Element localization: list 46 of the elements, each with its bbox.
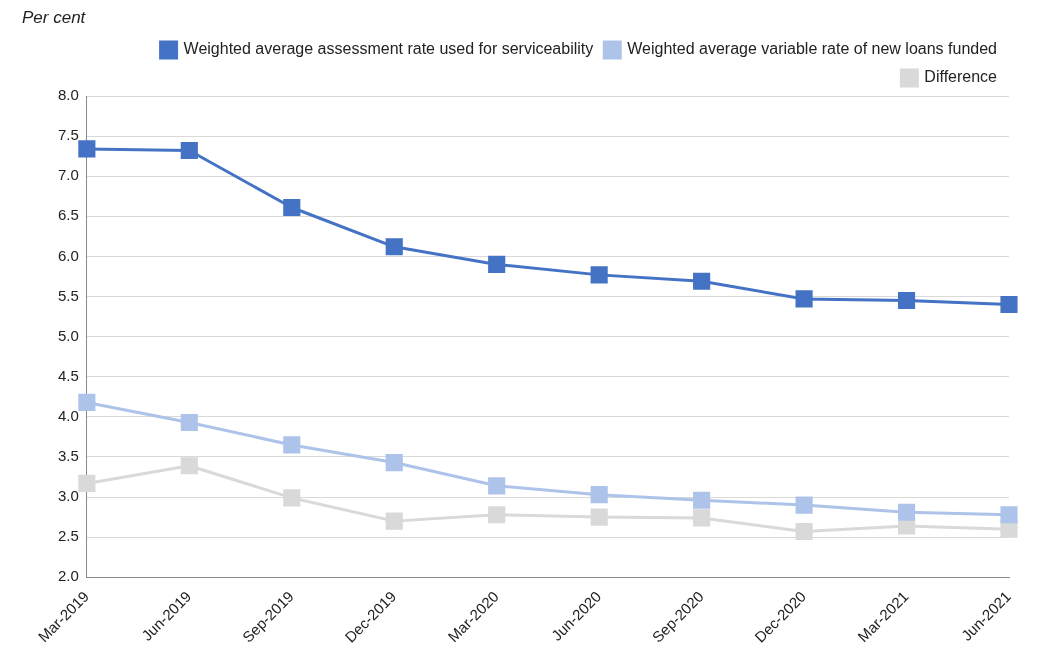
point <box>283 436 301 454</box>
point <box>1000 506 1018 524</box>
y-tick-label: 7.5 <box>57 126 79 144</box>
y-tick-label: 6.5 <box>57 206 79 224</box>
point <box>488 255 506 274</box>
point <box>1000 520 1018 538</box>
y-tick-label: 4.0 <box>57 406 79 424</box>
point <box>1000 295 1018 314</box>
point <box>283 489 301 507</box>
point <box>693 491 711 509</box>
y-tick-label: 3.0 <box>57 487 79 505</box>
point <box>78 140 96 158</box>
point <box>78 474 96 492</box>
point <box>590 486 608 504</box>
point <box>78 393 96 411</box>
y-tick-label: 7.0 <box>57 166 79 184</box>
point <box>488 506 506 524</box>
point <box>385 238 403 256</box>
y-tick-label: 6.0 <box>57 246 79 264</box>
legend-label: Weighted average variable rate of new loans funded <box>627 40 998 58</box>
point <box>897 503 916 521</box>
point <box>180 413 198 432</box>
point <box>693 272 711 290</box>
point <box>897 291 916 310</box>
y-axis-title: Per cent <box>22 8 86 28</box>
point <box>795 496 813 514</box>
y-tick-label: 4.5 <box>57 366 79 384</box>
point <box>488 477 506 495</box>
point <box>795 290 813 308</box>
y-tick-label: 3.5 <box>57 447 79 465</box>
point <box>385 512 403 530</box>
legend-label: Difference <box>924 68 998 86</box>
y-tick-label: 2.0 <box>57 567 79 585</box>
y-tick-label: 2.5 <box>57 527 79 545</box>
y-tick-label: 8.0 <box>57 86 79 104</box>
point <box>693 509 711 527</box>
point <box>283 198 301 217</box>
y-tick-label: 5.5 <box>57 286 79 304</box>
legend-label: Weighted average assessment rate used for serviceability <box>183 40 594 58</box>
point <box>385 454 403 472</box>
point <box>795 522 813 541</box>
point <box>180 141 198 160</box>
point <box>590 266 608 284</box>
point <box>590 508 608 526</box>
y-tick-label: 5.0 <box>57 326 79 344</box>
point <box>180 457 198 475</box>
